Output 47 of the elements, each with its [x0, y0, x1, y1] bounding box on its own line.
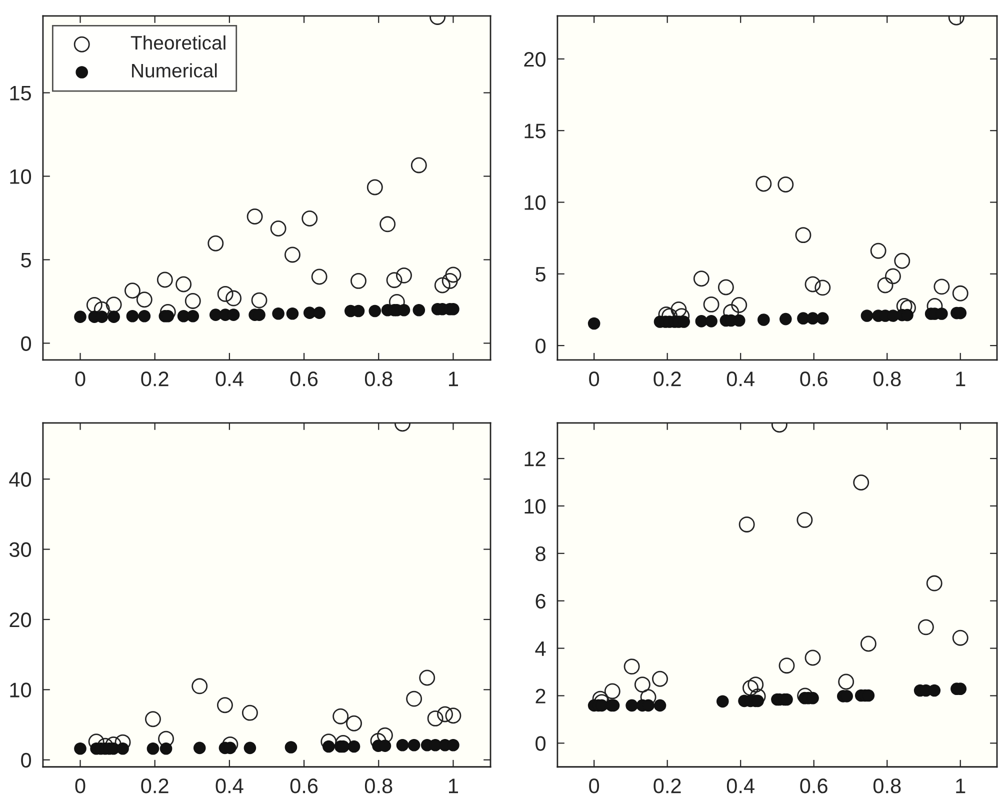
x-tick-label: 1: [956, 372, 966, 386]
y-tick-label: 10: [10, 682, 32, 698]
y-tick-label: 10: [524, 195, 546, 210]
x-tick-label: 0.6: [800, 778, 828, 794]
y-tick-label: 12: [524, 452, 546, 466]
x-tick-label: 0.8: [364, 372, 392, 386]
x-tick-label: 0: [589, 372, 600, 386]
x-tick-label: 0: [589, 778, 600, 794]
y-tick-label: 15: [10, 86, 31, 101]
x-tick-label: 0.2: [141, 372, 168, 386]
y-tick-label: 5: [536, 267, 546, 282]
x-tick-label: 0.8: [364, 778, 392, 794]
y-tick-label: 40: [9, 472, 32, 487]
x-tick-label: 1: [449, 778, 458, 794]
x-tick-label: 0.4: [726, 778, 754, 794]
legend-label: Theoretical: [130, 35, 226, 50]
y-tick-label: 10: [524, 498, 546, 514]
y-tick-label: 20: [524, 52, 546, 67]
x-tick-label: 0.6: [290, 372, 318, 386]
x-tick-label: 0.2: [654, 778, 681, 794]
y-tick-label: 10: [10, 169, 32, 184]
y-tick-label: 0: [536, 736, 546, 751]
y-tick-label: 0: [536, 338, 546, 354]
x-tick-label: 0.2: [654, 372, 681, 386]
x-tick-label: 1: [449, 372, 458, 386]
x-tick-label: 0.2: [141, 778, 168, 794]
legend-label: Numerical: [132, 63, 217, 78]
y-tick-label: 5: [21, 252, 31, 268]
y-tick-label: 8: [536, 546, 546, 562]
x-tick-label: 0: [75, 778, 86, 794]
y-tick-label: 15: [524, 124, 546, 138]
x-tick-label: 0.8: [873, 372, 901, 386]
y-tick-label: 0: [21, 752, 32, 768]
x-tick-label: 0.6: [290, 778, 318, 794]
y-tick-label: 30: [9, 542, 32, 558]
x-tick-label: 0.8: [873, 778, 901, 794]
x-tick-label: 0.6: [800, 372, 828, 386]
y-tick-label: 4: [535, 641, 546, 656]
x-tick-label: 1: [956, 778, 966, 794]
y-tick-label: 6: [536, 594, 546, 609]
y-tick-label: 0: [21, 336, 32, 351]
x-tick-label: 0.4: [216, 778, 244, 794]
x-tick-label: 0.4: [726, 372, 754, 386]
x-tick-label: 0: [75, 372, 86, 386]
y-tick-label: 2: [536, 688, 546, 704]
y-tick-label: 20: [10, 612, 32, 628]
x-tick-label: 0.4: [216, 372, 244, 386]
